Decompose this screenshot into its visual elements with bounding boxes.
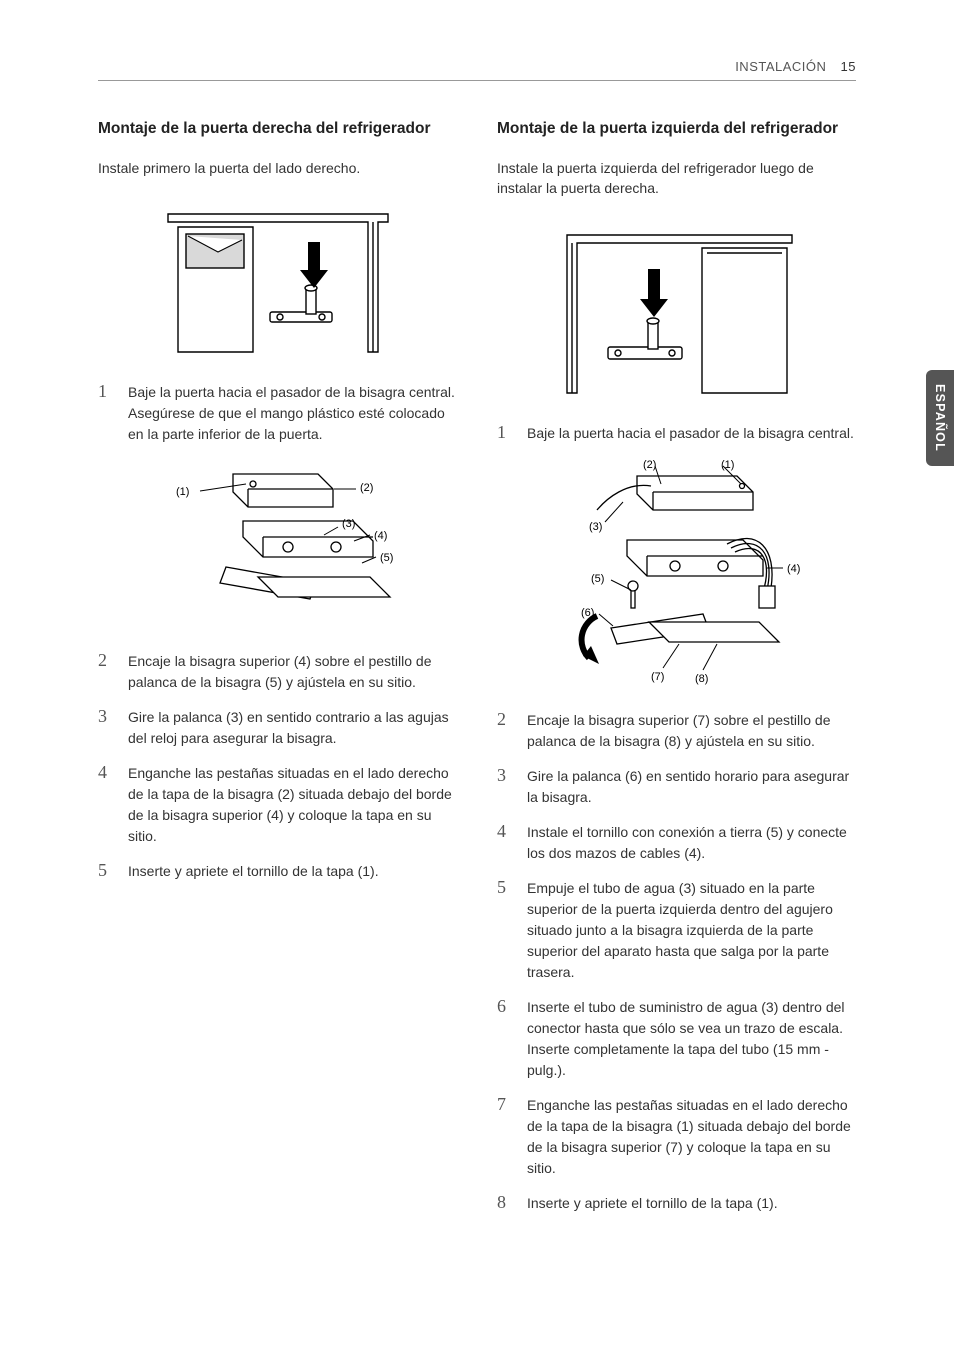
right-step-8: 8 Inserte y apriete el tornillo de la ta… — [497, 1193, 856, 1214]
dia-label: (1) — [721, 459, 734, 471]
dia-label: (3) — [342, 518, 355, 530]
step-text: Inserte y apriete el tornillo de la tapa… — [527, 1193, 856, 1214]
dia-label: (8) — [695, 673, 708, 685]
left-column: Montaje de la puerta derecha del refrige… — [98, 119, 457, 1228]
step-number: 5 — [98, 861, 114, 882]
columns: Montaje de la puerta derecha del refrige… — [98, 119, 856, 1228]
left-steps: 1 Baje la puerta hacia el pasador de la … — [98, 382, 457, 445]
step-text: Inserte y apriete el tornillo de la tapa… — [128, 861, 457, 882]
dia-label: (5) — [591, 573, 604, 585]
step-text: Enganche las pestañas situadas en el lad… — [128, 763, 457, 847]
step-number: 5 — [497, 878, 513, 983]
left-figure-2: (1) (2) (3) (4) (5) — [98, 459, 457, 629]
step-number: 2 — [98, 651, 114, 693]
header-rule: INSTALACIÓN 15 — [98, 80, 856, 81]
right-steps-cont: 2 Encaje la bisagra superior (7) sobre e… — [497, 710, 856, 1214]
left-step-4: 4 Enganche las pestañas situadas en el l… — [98, 763, 457, 847]
dia-label: (1) — [176, 486, 189, 498]
right-step-6: 6 Inserte el tubo de suministro de agua … — [497, 997, 856, 1081]
left-title: Montaje de la puerta derecha del refrige… — [98, 119, 457, 140]
right-step-7: 7 Enganche las pestañas situadas en el l… — [497, 1095, 856, 1179]
step-text: Gire la palanca (3) en sentido contrario… — [128, 707, 457, 749]
right-intro: Instale la puerta izquierda del refriger… — [497, 158, 856, 199]
dia-label: (4) — [374, 530, 387, 542]
step-number: 8 — [497, 1193, 513, 1214]
right-step-5: 5 Empuje el tubo de agua (3) situado en … — [497, 878, 856, 983]
right-step-3: 3 Gire la palanca (6) en sentido horario… — [497, 766, 856, 808]
left-step-2: 2 Encaje la bisagra superior (4) sobre e… — [98, 651, 457, 693]
right-figure-2: (1) (2) (3) (4) (5) (6) (7) (8) — [497, 458, 856, 688]
dia-label: (3) — [589, 521, 602, 533]
step-number: 4 — [497, 822, 513, 864]
step-number: 3 — [497, 766, 513, 808]
dia-label: (5) — [380, 552, 393, 564]
step-number: 1 — [98, 382, 114, 445]
right-steps: 1 Baje la puerta hacia el pasador de la … — [497, 423, 856, 444]
right-figure-1 — [497, 213, 856, 401]
left-step-1: 1 Baje la puerta hacia el pasador de la … — [98, 382, 457, 445]
step-text: Instale el tornillo con conexión a tierr… — [527, 822, 856, 864]
step-number: 3 — [98, 707, 114, 749]
language-tab: ESPAÑOL — [926, 370, 954, 466]
language-tab-label: ESPAÑOL — [933, 384, 947, 452]
dia-label: (2) — [643, 459, 656, 471]
step-text: Encaje la bisagra superior (7) sobre el … — [527, 710, 856, 752]
step-text: Encaje la bisagra superior (4) sobre el … — [128, 651, 457, 693]
dia-label: (7) — [651, 671, 664, 683]
step-number: 4 — [98, 763, 114, 847]
left-figure-1 — [98, 192, 457, 360]
right-step-1: 1 Baje la puerta hacia el pasador de la … — [497, 423, 856, 444]
left-intro: Instale primero la puerta del lado derec… — [98, 158, 457, 178]
dia-label: (6) — [581, 607, 594, 619]
header-section: INSTALACIÓN — [735, 59, 826, 74]
right-step-4: 4 Instale el tornillo con conexión a tie… — [497, 822, 856, 864]
dia-label: (4) — [787, 563, 800, 575]
step-text: Baje la puerta hacia el pasador de la bi… — [128, 382, 457, 445]
left-step-5: 5 Inserte y apriete el tornillo de la ta… — [98, 861, 457, 882]
step-text: Baje la puerta hacia el pasador de la bi… — [527, 423, 856, 444]
step-number: 6 — [497, 997, 513, 1081]
right-title: Montaje de la puerta izquierda del refri… — [497, 119, 856, 140]
page: INSTALACIÓN 15 Montaje de la puerta dere… — [0, 0, 954, 1288]
step-number: 7 — [497, 1095, 513, 1179]
header-text: INSTALACIÓN 15 — [735, 59, 856, 74]
right-step-2: 2 Encaje la bisagra superior (7) sobre e… — [497, 710, 856, 752]
step-text: Empuje el tubo de agua (3) situado en la… — [527, 878, 856, 983]
page-number: 15 — [841, 59, 856, 74]
step-text: Gire la palanca (6) en sentido horario p… — [527, 766, 856, 808]
left-steps-cont: 2 Encaje la bisagra superior (4) sobre e… — [98, 651, 457, 882]
step-number: 1 — [497, 423, 513, 444]
step-text: Enganche las pestañas situadas en el lad… — [527, 1095, 856, 1179]
step-text: Inserte el tubo de suministro de agua (3… — [527, 997, 856, 1081]
dia-label: (2) — [360, 482, 373, 494]
left-step-3: 3 Gire la palanca (3) en sentido contrar… — [98, 707, 457, 749]
step-number: 2 — [497, 710, 513, 752]
right-column: Montaje de la puerta izquierda del refri… — [497, 119, 856, 1228]
